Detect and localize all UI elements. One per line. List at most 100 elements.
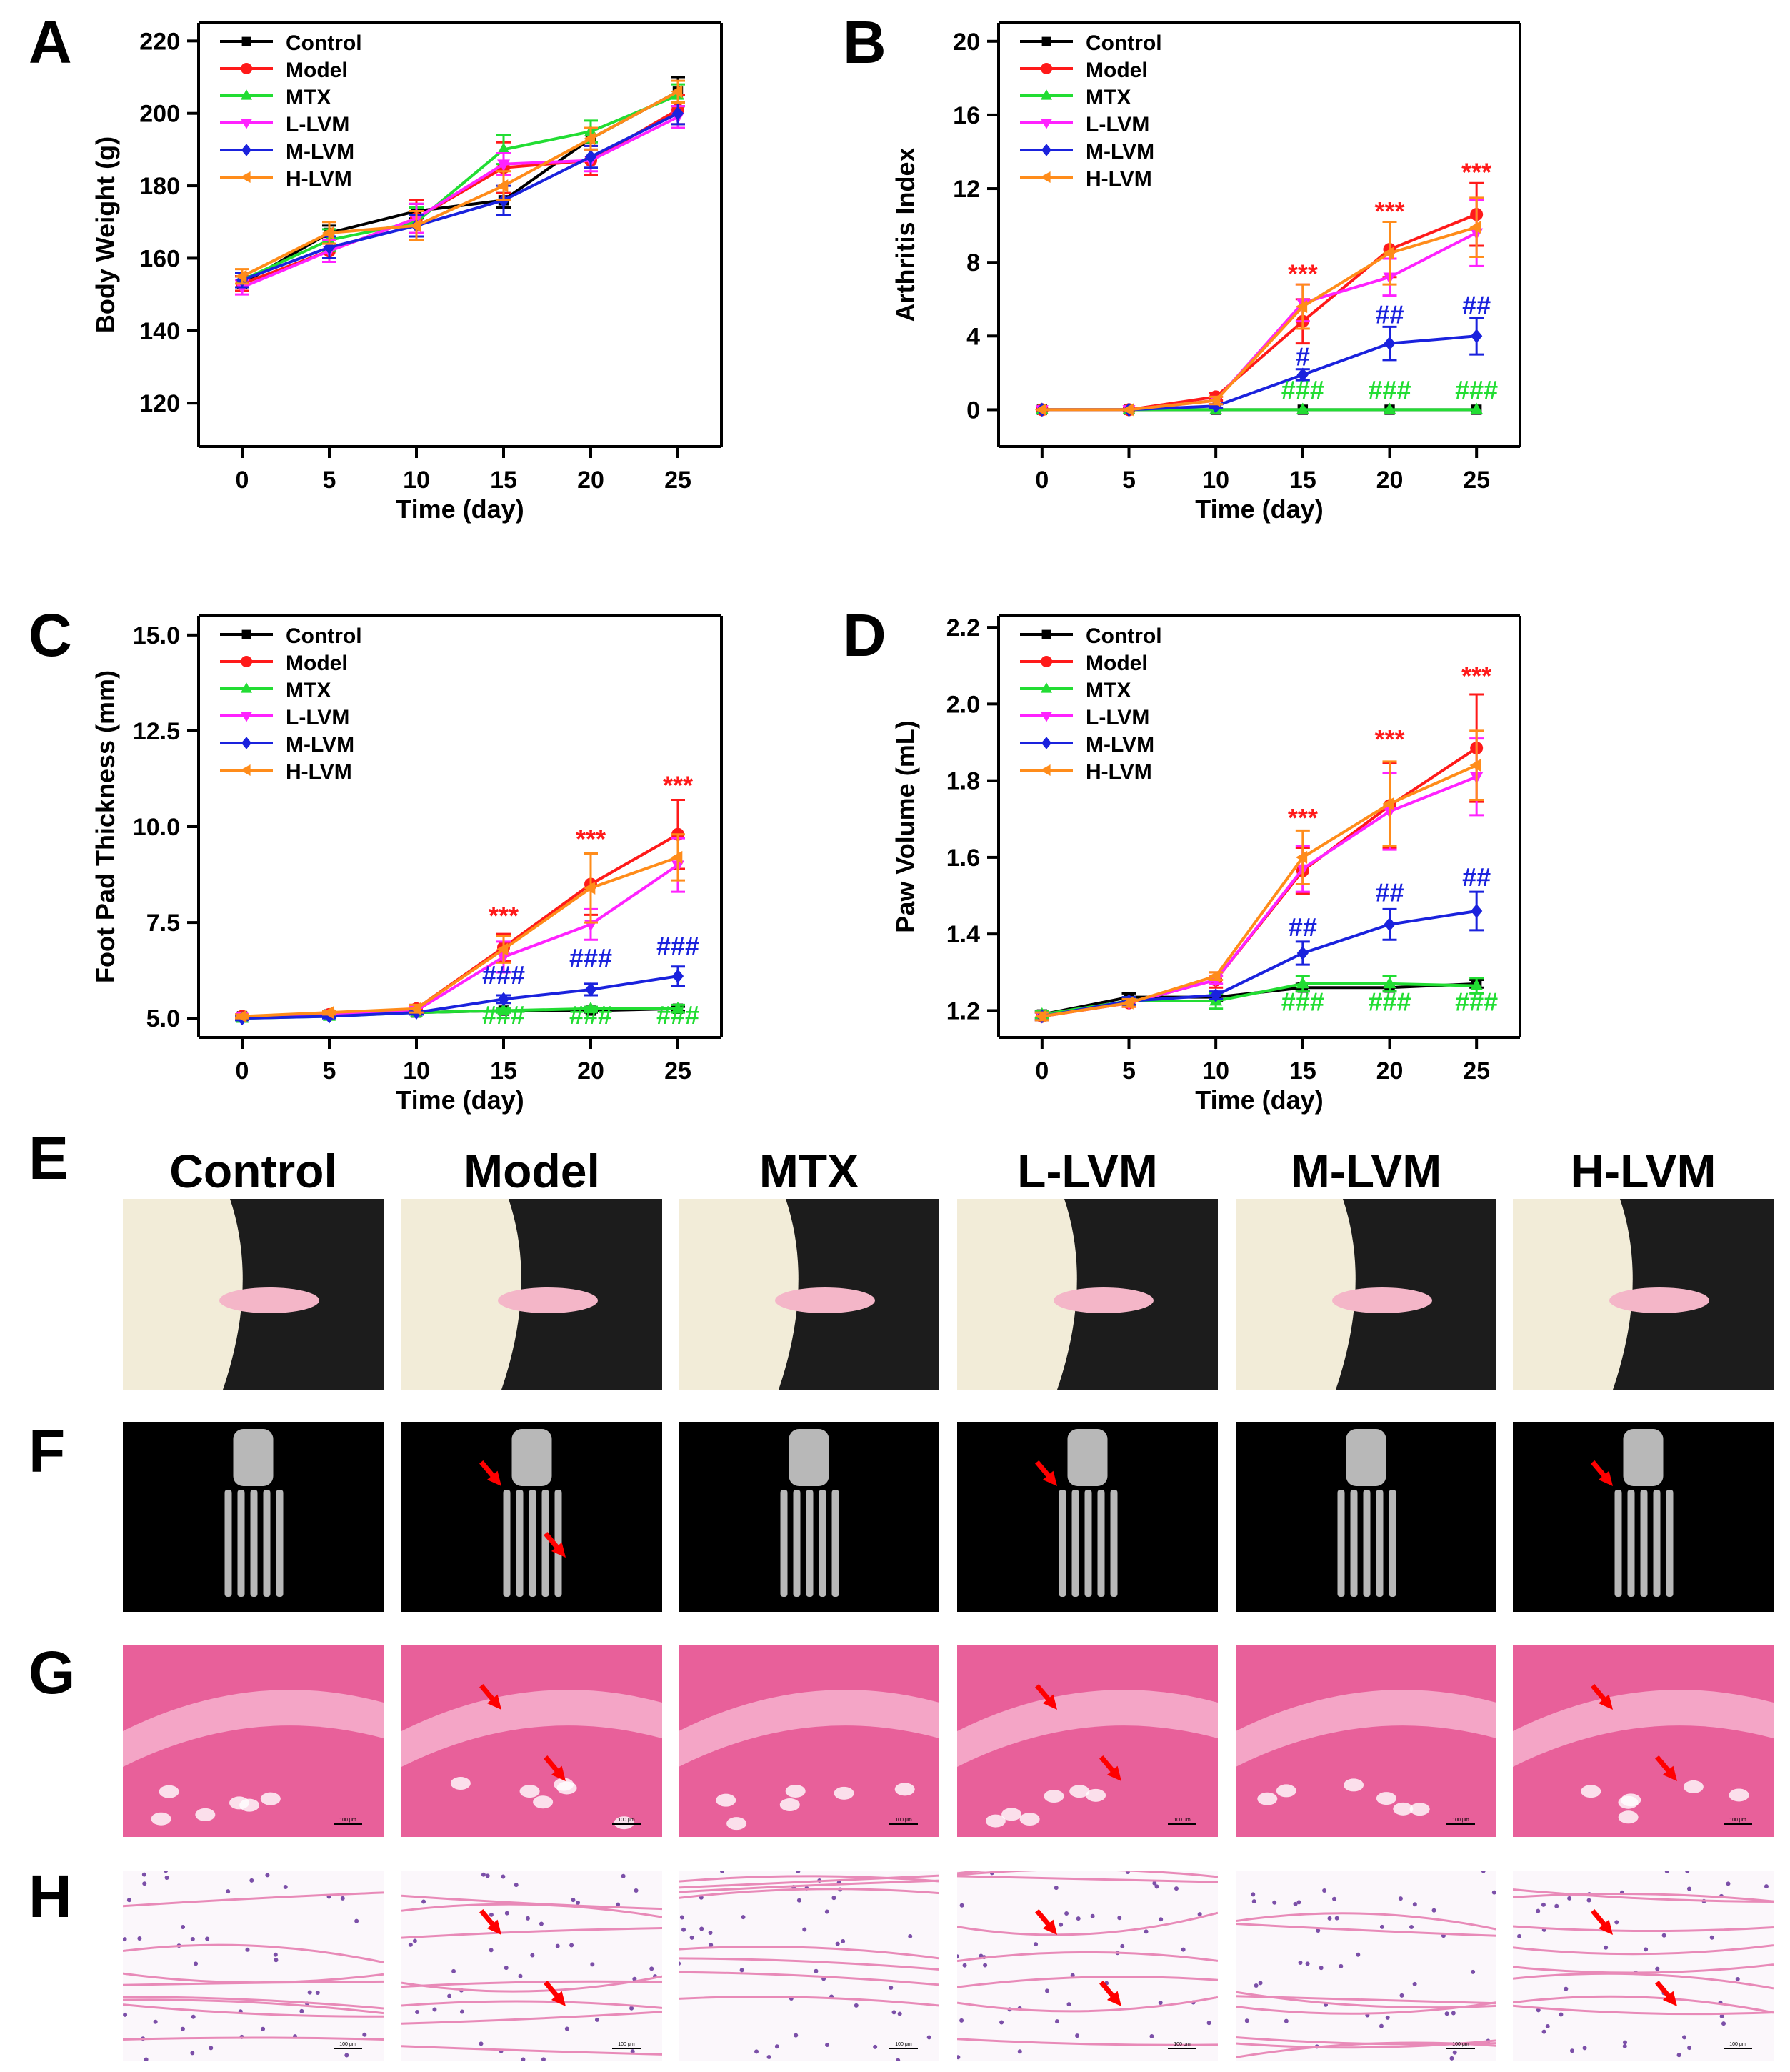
legend-label: M-LVM bbox=[286, 140, 354, 164]
nucleus bbox=[1159, 1917, 1164, 1922]
legend-marker bbox=[1041, 144, 1052, 156]
nucleus bbox=[1681, 2035, 1686, 2040]
data-point bbox=[1471, 329, 1483, 344]
x-axis-label: Time (day) bbox=[396, 1085, 524, 1115]
legend-label: M-LVM bbox=[1086, 140, 1154, 164]
image-f-l-lvm bbox=[957, 1422, 1218, 1612]
marrow-space bbox=[533, 1795, 554, 1809]
digit-bone bbox=[276, 1490, 284, 1597]
y-tick-label: 1.6 bbox=[946, 845, 980, 872]
x-axis-label: Time (day) bbox=[396, 494, 524, 524]
image-h-control: 100 μm bbox=[123, 1871, 384, 2061]
annotation-arrowhead bbox=[1598, 1694, 1613, 1710]
nucleus bbox=[1676, 2053, 1681, 2058]
marrow-space bbox=[1344, 1778, 1364, 1792]
nucleus bbox=[1076, 1916, 1081, 1921]
digit-bone bbox=[1350, 1490, 1358, 1597]
series-mtx bbox=[1034, 975, 1484, 1020]
series-line bbox=[1041, 226, 1477, 412]
data-point bbox=[1469, 221, 1481, 234]
annotation-arrowhead bbox=[1042, 1919, 1057, 1935]
annotation-arrowhead bbox=[1042, 1470, 1057, 1486]
data-point bbox=[1383, 977, 1396, 989]
x-axis-label: Time (day) bbox=[1195, 1085, 1323, 1115]
y-tick-label: 1.4 bbox=[946, 921, 980, 948]
nucleus bbox=[479, 2041, 484, 2046]
marrow-space bbox=[1257, 1792, 1278, 1805]
cartilage-upper bbox=[401, 1645, 662, 1731]
marrow-space bbox=[1621, 1793, 1641, 1807]
collagen-fiber bbox=[1513, 1888, 1774, 1903]
series-line bbox=[1041, 213, 1477, 412]
column-title: Model bbox=[464, 1145, 600, 1197]
marrow-space bbox=[779, 1798, 800, 1812]
nucleus bbox=[190, 1936, 195, 1941]
marrow-space bbox=[1019, 1813, 1040, 1826]
series-line bbox=[1041, 334, 1477, 412]
chart-B: 0 5 10 15 20 25 0 4 8 12 16 20 Time (day) Arthritis I… bbox=[891, 21, 1521, 524]
significance-mark: ### bbox=[482, 960, 525, 990]
nucleus bbox=[1586, 1898, 1591, 1903]
nucleus bbox=[854, 2003, 859, 2008]
x-tick-label: 10 bbox=[1202, 467, 1229, 494]
nucleus bbox=[1644, 1947, 1649, 1952]
image-h-l-lvm: 100 μm bbox=[957, 1871, 1218, 2061]
marrow-space bbox=[1581, 1785, 1601, 1798]
nucleus bbox=[1444, 2011, 1449, 2016]
nucleus bbox=[539, 1921, 544, 1926]
annotation-arrowhead bbox=[1106, 1991, 1121, 2006]
nucleus bbox=[144, 2057, 149, 2061]
legend-label: MTX bbox=[1086, 86, 1131, 109]
paw bbox=[219, 1287, 319, 1313]
scale-bar-label: 100 μm bbox=[895, 2042, 912, 2047]
nucleus bbox=[796, 1898, 801, 1903]
series-model bbox=[235, 798, 685, 1023]
nucleus bbox=[1356, 1952, 1361, 1957]
series-line bbox=[241, 975, 679, 1020]
x-tick-label: 25 bbox=[1463, 467, 1490, 494]
significance-mark: *** bbox=[1288, 259, 1318, 289]
collagen-fiber bbox=[1236, 1923, 1496, 1937]
nucleus bbox=[194, 1961, 199, 1966]
legend-label: Control bbox=[286, 31, 362, 55]
y-tick-label: 180 bbox=[139, 173, 180, 200]
digit-bone bbox=[529, 1490, 536, 1597]
nucleus bbox=[1293, 1901, 1298, 1906]
image-h-model: 100 μm bbox=[401, 1871, 662, 2061]
cartilage-upper bbox=[957, 1645, 1218, 1731]
nucleus bbox=[344, 2053, 349, 2058]
x-tick-label: 20 bbox=[1376, 467, 1404, 494]
digit-bone bbox=[1097, 1490, 1105, 1597]
series-m-lvm bbox=[235, 965, 685, 1026]
data-point bbox=[671, 85, 683, 99]
annotation-arrowhead bbox=[1598, 1919, 1613, 1935]
collagen-fiber bbox=[123, 2036, 384, 2041]
image-e-m-lvm bbox=[1236, 1199, 1496, 1390]
x-tick-label: 20 bbox=[577, 1057, 604, 1085]
series-h-lvm bbox=[235, 833, 685, 1023]
ankle-bone bbox=[1623, 1429, 1664, 1486]
image-f-m-lvm bbox=[1236, 1422, 1496, 1612]
image-f-model bbox=[401, 1422, 662, 1612]
marrow-space bbox=[519, 1785, 540, 1798]
series-line bbox=[1041, 982, 1477, 1016]
legend-label: L-LVM bbox=[286, 113, 349, 136]
data-point bbox=[496, 942, 509, 956]
ankle-bone bbox=[789, 1429, 829, 1486]
series-h-lvm bbox=[1034, 729, 1484, 1023]
nucleus bbox=[1066, 2002, 1071, 2007]
significance-mark: ### bbox=[1455, 987, 1498, 1016]
significance-mark: *** bbox=[576, 825, 606, 854]
paw bbox=[775, 1287, 875, 1313]
legend-marker bbox=[1040, 171, 1051, 183]
marrow-space bbox=[716, 1793, 736, 1807]
panel-letter-e: E bbox=[29, 1125, 69, 1192]
nucleus bbox=[459, 2009, 464, 2014]
y-tick-label: 15.0 bbox=[133, 622, 180, 649]
significance-mark: ## bbox=[1462, 862, 1491, 892]
marrow-space bbox=[1086, 1788, 1106, 1802]
nucleus bbox=[273, 1952, 278, 1957]
column-title: H-LVM bbox=[1570, 1145, 1716, 1197]
nucleus bbox=[1622, 2040, 1627, 2045]
legend-label: Model bbox=[286, 59, 348, 82]
